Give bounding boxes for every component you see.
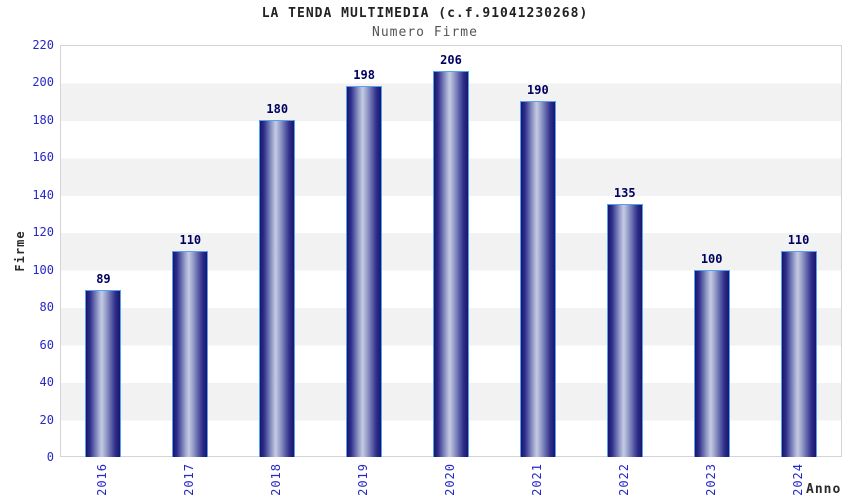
- bar-2022: [606, 204, 643, 457]
- bar-2021: [519, 101, 556, 457]
- bar-value-label: 190: [527, 83, 549, 97]
- y-tick-label: 20: [39, 412, 54, 427]
- y-tick-label: 140: [32, 187, 54, 202]
- y-tick-label: 100: [32, 262, 54, 277]
- y-tick-label: 160: [32, 150, 54, 165]
- bar-value-label: 110: [787, 233, 810, 247]
- y-tick-label: 60: [39, 337, 54, 352]
- bar-value-label: 206: [440, 53, 462, 67]
- x-tick-label-2024: 2024: [790, 463, 805, 496]
- x-tick-label-2018: 2018: [269, 463, 284, 496]
- chart-subtitle: Numero Firme: [372, 25, 478, 40]
- bar-value-label: 100: [700, 252, 723, 266]
- chart-title: LA TENDA MULTIMEDIA (c.f.91041230268): [261, 6, 589, 21]
- bar-value-label: 180: [266, 102, 289, 116]
- bar-2020: [433, 71, 469, 457]
- bar-2023: [693, 270, 730, 457]
- y-tick-label: 0: [46, 450, 54, 464]
- x-tick-label-2020: 2020: [443, 463, 457, 496]
- x-axis-label: Anno: [806, 482, 842, 497]
- y-tick-label: 40: [39, 375, 54, 390]
- bar-2024: [780, 251, 817, 457]
- y-tick-label: 120: [32, 225, 54, 240]
- x-tick-label-2017: 2017: [182, 463, 197, 496]
- bar-2016: [85, 290, 122, 457]
- bar-2019: [346, 86, 383, 457]
- bar-value-label: 110: [179, 233, 202, 247]
- y-tick-label: 220: [32, 38, 54, 52]
- bar-value-label: 198: [353, 68, 375, 82]
- bar-2017: [172, 251, 209, 457]
- x-tick-label-2019: 2019: [356, 463, 371, 496]
- x-tick-label-2021: 2021: [529, 463, 544, 496]
- bar-2018: [259, 120, 296, 457]
- x-tick-label-2016: 2016: [95, 463, 110, 496]
- y-tick-label: 80: [39, 300, 54, 315]
- x-tick-label-2022: 2022: [616, 463, 631, 496]
- y-tick-label: 200: [32, 75, 54, 90]
- bar-value-label: 89: [96, 272, 111, 286]
- x-tick-label-2023: 2023: [703, 463, 718, 496]
- y-tick-label: 180: [32, 112, 54, 127]
- bar-value-label: 135: [613, 186, 636, 200]
